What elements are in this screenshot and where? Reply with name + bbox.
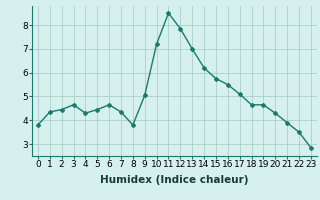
X-axis label: Humidex (Indice chaleur): Humidex (Indice chaleur) — [100, 175, 249, 185]
